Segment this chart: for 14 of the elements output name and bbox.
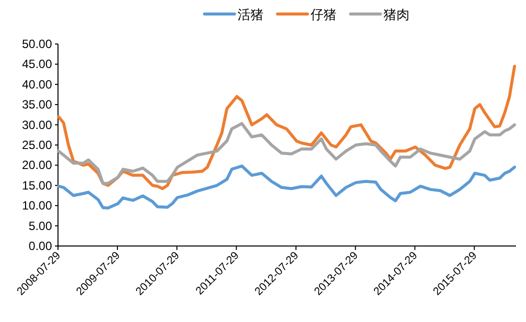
y-tick-label: 30.00 bbox=[22, 118, 52, 132]
y-tick-label: 20.00 bbox=[22, 158, 52, 172]
y-tick-label: 50.00 bbox=[22, 37, 52, 51]
y-tick-label: 35.00 bbox=[22, 98, 52, 112]
y-tick-label: 25.00 bbox=[22, 138, 52, 152]
legend-label: 活猪 bbox=[238, 7, 264, 22]
y-tick-label: 40.00 bbox=[22, 77, 52, 92]
y-tick-label: 5.00 bbox=[28, 218, 52, 233]
y-tick-label: 0.00 bbox=[28, 239, 52, 253]
legend-label: 仔猪 bbox=[310, 7, 336, 22]
y-tick-label: 10.00 bbox=[22, 198, 52, 213]
y-tick-label: 15.00 bbox=[22, 178, 52, 192]
y-tick-label: 45.00 bbox=[22, 57, 52, 72]
legend-label: 猪肉 bbox=[384, 7, 410, 22]
